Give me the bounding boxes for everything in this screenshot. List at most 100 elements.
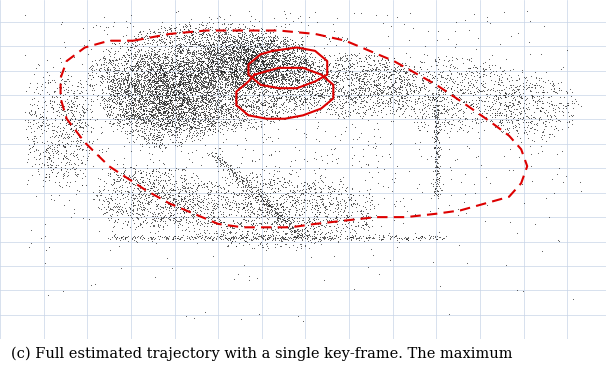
Point bbox=[119, 66, 128, 72]
Point bbox=[206, 87, 216, 93]
Point bbox=[153, 115, 162, 121]
Point bbox=[175, 46, 184, 52]
Point bbox=[99, 197, 108, 203]
Point bbox=[536, 75, 546, 81]
Point bbox=[360, 87, 370, 93]
Point bbox=[176, 140, 185, 145]
Point bbox=[337, 57, 347, 63]
Point bbox=[135, 65, 145, 71]
Point bbox=[341, 69, 350, 75]
Point bbox=[221, 31, 230, 37]
Point bbox=[127, 115, 136, 121]
Point bbox=[171, 198, 181, 204]
Point bbox=[250, 77, 260, 83]
Point bbox=[178, 98, 187, 104]
Point bbox=[158, 67, 168, 73]
Point bbox=[165, 109, 175, 115]
Point bbox=[162, 94, 172, 100]
Point bbox=[139, 196, 149, 202]
Point bbox=[151, 101, 161, 107]
Point bbox=[204, 79, 213, 85]
Point bbox=[150, 112, 159, 118]
Point bbox=[118, 211, 127, 217]
Point bbox=[133, 67, 142, 73]
Point bbox=[320, 182, 330, 188]
Point bbox=[133, 234, 142, 240]
Point bbox=[340, 202, 350, 208]
Point bbox=[115, 81, 125, 87]
Point bbox=[247, 125, 257, 131]
Point bbox=[239, 117, 248, 123]
Point bbox=[332, 55, 342, 61]
Point bbox=[184, 68, 193, 74]
Point bbox=[271, 100, 281, 106]
Point bbox=[269, 96, 279, 102]
Point bbox=[188, 41, 198, 47]
Point bbox=[494, 75, 504, 81]
Point bbox=[121, 108, 130, 113]
Point bbox=[171, 61, 181, 67]
Point bbox=[170, 71, 179, 77]
Point bbox=[238, 56, 247, 62]
Point bbox=[204, 213, 213, 219]
Point bbox=[568, 296, 578, 302]
Point bbox=[194, 227, 204, 232]
Point bbox=[176, 173, 186, 179]
Point bbox=[207, 69, 217, 75]
Point bbox=[321, 34, 331, 40]
Point bbox=[244, 86, 253, 92]
Point bbox=[274, 167, 284, 173]
Point bbox=[382, 100, 392, 106]
Point bbox=[264, 41, 273, 46]
Point bbox=[204, 37, 213, 43]
Point bbox=[182, 132, 191, 138]
Point bbox=[183, 99, 193, 105]
Point bbox=[204, 206, 213, 212]
Point bbox=[264, 197, 274, 203]
Point bbox=[433, 66, 443, 72]
Point bbox=[58, 173, 68, 179]
Point bbox=[160, 165, 170, 171]
Point bbox=[145, 180, 155, 186]
Point bbox=[141, 132, 151, 138]
Point bbox=[217, 70, 227, 76]
Point bbox=[387, 94, 397, 100]
Point bbox=[136, 233, 145, 239]
Point bbox=[483, 107, 493, 113]
Point bbox=[324, 211, 333, 217]
Point bbox=[202, 46, 212, 52]
Point bbox=[135, 195, 145, 201]
Point bbox=[531, 75, 541, 81]
Point bbox=[193, 205, 203, 211]
Point bbox=[67, 165, 76, 171]
Point bbox=[179, 25, 188, 31]
Point bbox=[418, 100, 428, 106]
Point bbox=[433, 188, 442, 194]
Point bbox=[191, 220, 201, 226]
Point bbox=[204, 109, 213, 115]
Point bbox=[255, 42, 265, 48]
Point bbox=[38, 177, 48, 183]
Point bbox=[150, 177, 159, 183]
Point bbox=[215, 55, 224, 61]
Point bbox=[101, 180, 111, 186]
Point bbox=[188, 107, 198, 113]
Point bbox=[211, 90, 221, 96]
Point bbox=[164, 92, 174, 98]
Point bbox=[251, 188, 261, 194]
Point bbox=[263, 200, 273, 206]
Point bbox=[167, 129, 176, 135]
Point bbox=[300, 64, 310, 70]
Point bbox=[146, 113, 156, 119]
Point bbox=[393, 100, 402, 106]
Point bbox=[180, 22, 190, 28]
Point bbox=[516, 110, 525, 116]
Point bbox=[159, 142, 169, 148]
Point bbox=[147, 98, 156, 104]
Point bbox=[342, 235, 352, 241]
Point bbox=[301, 70, 311, 76]
Point bbox=[442, 79, 452, 85]
Point bbox=[328, 75, 338, 81]
Point bbox=[477, 88, 487, 94]
Point bbox=[198, 80, 208, 86]
